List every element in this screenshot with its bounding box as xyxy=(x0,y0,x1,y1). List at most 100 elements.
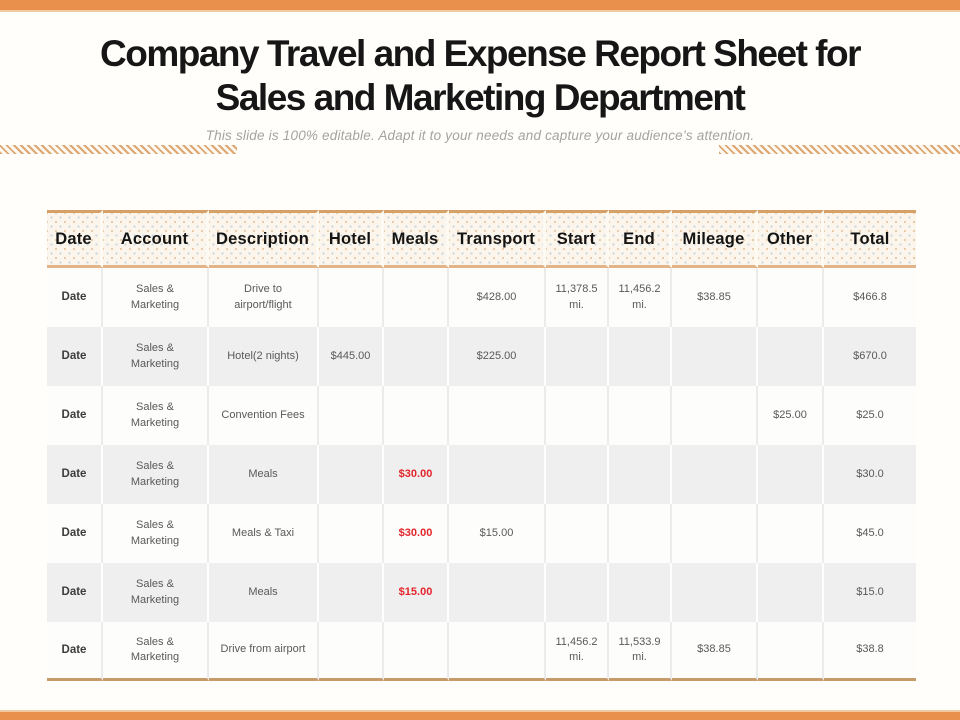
data-cell: $466.8 xyxy=(824,268,916,327)
table-row: Date Sales & Marketing Hotel(2 nights) $445… xyxy=(47,327,916,386)
divider-stripe-right xyxy=(719,145,960,154)
page-title-line-1: Company Travel and Expense Report Sheet … xyxy=(100,33,862,74)
data-cell: 11,378.5 mi. xyxy=(546,268,609,327)
data-cell: $45.0 xyxy=(824,504,916,563)
data-cell: 11,533.9 mi. xyxy=(609,622,672,681)
data-cell xyxy=(319,622,384,681)
data-cell: Sales & Marketing xyxy=(103,386,209,445)
data-cell: $30.00 xyxy=(384,445,449,504)
data-cell: $225.00 xyxy=(449,327,546,386)
data-cell: $428.00 xyxy=(449,268,546,327)
bottom-accent-bar xyxy=(0,710,960,720)
column-header: Account xyxy=(103,210,209,268)
data-cell: $38.8 xyxy=(824,622,916,681)
column-header: End xyxy=(609,210,672,268)
date-cell: Date xyxy=(47,445,103,504)
data-cell xyxy=(672,327,758,386)
bottom-accent-bar-solid xyxy=(0,712,960,720)
data-cell xyxy=(672,445,758,504)
data-cell: $15.0 xyxy=(824,563,916,622)
page-title-line-2: Sales and Marketing Department xyxy=(215,77,746,119)
expense-table: Date Account Description Hotel Meals Transpor… xyxy=(47,210,916,681)
top-accent-bar xyxy=(0,0,960,12)
data-cell: Sales & Marketing xyxy=(103,268,209,327)
table-row: Date Sales & Marketing Drive from airport 1… xyxy=(47,622,916,681)
table-row: Date Sales & Marketing Meals $30.00 $30.0 xyxy=(47,445,916,504)
subtitle: This slide is 100% editable. Adapt it to… xyxy=(205,127,755,143)
data-cell: $25.0 xyxy=(824,386,916,445)
top-accent-bar-solid xyxy=(0,0,960,10)
data-cell xyxy=(384,268,449,327)
data-cell: 11,456.2 mi. xyxy=(546,622,609,681)
data-cell xyxy=(672,563,758,622)
data-cell: $670.0 xyxy=(824,327,916,386)
data-cell: $30.00 xyxy=(384,504,449,563)
data-cell xyxy=(319,563,384,622)
data-cell: Hotel(2 nights) xyxy=(209,327,319,386)
data-cell xyxy=(319,268,384,327)
data-cell xyxy=(609,504,672,563)
data-cell xyxy=(319,386,384,445)
data-cell xyxy=(384,386,449,445)
data-cell xyxy=(758,445,824,504)
date-cell: Date xyxy=(47,386,103,445)
data-cell xyxy=(546,445,609,504)
data-cell xyxy=(546,327,609,386)
data-cell: $30.0 xyxy=(824,445,916,504)
data-cell xyxy=(449,622,546,681)
data-cell xyxy=(672,386,758,445)
data-cell: $25.00 xyxy=(758,386,824,445)
column-header: Total xyxy=(824,210,916,268)
data-cell: $445.00 xyxy=(319,327,384,386)
column-header: Hotel xyxy=(319,210,384,268)
data-cell: Meals & Taxi xyxy=(209,504,319,563)
data-cell xyxy=(319,504,384,563)
data-cell xyxy=(384,327,449,386)
date-cell: Date xyxy=(47,622,103,681)
data-cell xyxy=(758,504,824,563)
data-cell: 11,456.2 mi. xyxy=(609,268,672,327)
data-cell: Drive from airport xyxy=(209,622,319,681)
data-cell xyxy=(609,327,672,386)
data-cell: $15.00 xyxy=(449,504,546,563)
data-cell: Meals xyxy=(209,445,319,504)
table-row: Date Sales & Marketing Meals & Taxi $30.00 $… xyxy=(47,504,916,563)
data-cell xyxy=(609,563,672,622)
date-cell: Date xyxy=(47,504,103,563)
column-header: Description xyxy=(209,210,319,268)
data-cell xyxy=(758,268,824,327)
data-cell xyxy=(319,445,384,504)
data-cell xyxy=(449,386,546,445)
table-row: Date Sales & Marketing Convention Fees $25.… xyxy=(47,386,916,445)
data-cell: Sales & Marketing xyxy=(103,504,209,563)
data-cell: Drive to airport/flight xyxy=(209,268,319,327)
date-cell: Date xyxy=(47,268,103,327)
column-header: Meals xyxy=(384,210,449,268)
data-cell: Convention Fees xyxy=(209,386,319,445)
data-cell: Sales & Marketing xyxy=(103,445,209,504)
data-cell xyxy=(546,563,609,622)
table-body: Date Sales & Marketing Drive to airport/fl… xyxy=(47,268,916,681)
column-header: Mileage xyxy=(672,210,758,268)
bottom-accent-bar-soft xyxy=(0,710,960,712)
data-cell xyxy=(758,622,824,681)
data-cell: Sales & Marketing xyxy=(103,563,209,622)
column-header: Start xyxy=(546,210,609,268)
title-block: Company Travel and Expense Report Sheet … xyxy=(0,32,960,143)
data-cell xyxy=(672,504,758,563)
data-cell xyxy=(546,386,609,445)
data-cell: $38.85 xyxy=(672,268,758,327)
divider-stripe-left xyxy=(0,145,237,154)
data-cell: $38.85 xyxy=(672,622,758,681)
top-accent-bar-soft xyxy=(0,10,960,12)
table-row: Date Sales & Marketing Drive to airport/fl… xyxy=(47,268,916,327)
data-cell: Meals xyxy=(209,563,319,622)
table-header-row: Date Account Description Hotel Meals Transpor… xyxy=(47,210,916,268)
column-header: Date xyxy=(47,210,103,268)
data-cell xyxy=(449,563,546,622)
data-cell xyxy=(609,386,672,445)
data-cell xyxy=(609,445,672,504)
data-cell xyxy=(546,504,609,563)
data-cell xyxy=(384,622,449,681)
